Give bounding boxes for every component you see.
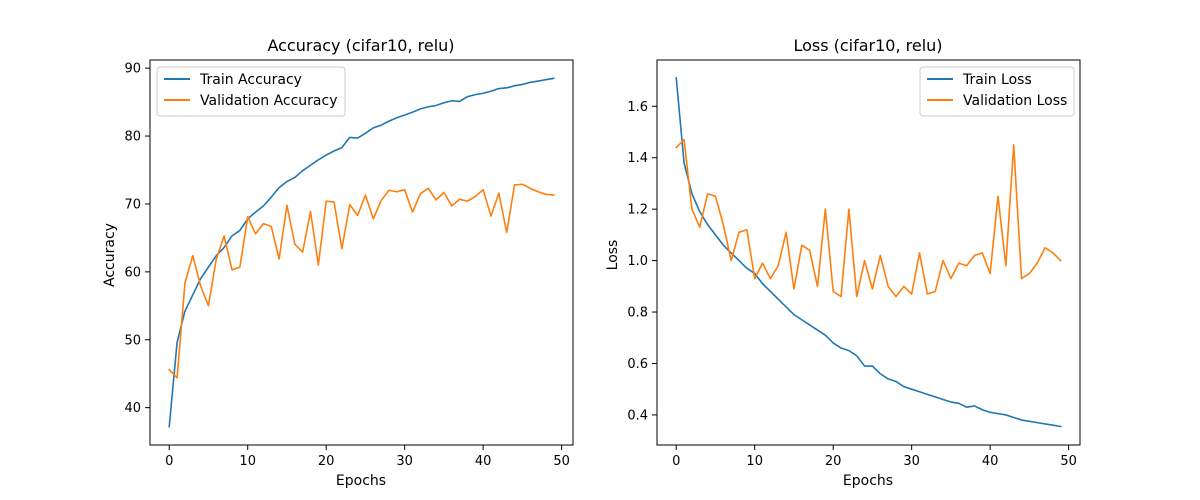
loss-x-tick-label: 30: [903, 454, 920, 469]
accuracy-legend: Train Accuracy Validation Accuracy: [156, 66, 346, 117]
loss-legend: Train Loss Validation Loss: [919, 66, 1075, 117]
accuracy-axes-frame: [149, 59, 574, 446]
accuracy-y-tick-label: 60: [124, 265, 141, 280]
loss-y-axis-label: Loss: [605, 240, 621, 271]
accuracy-series-line-validation: [168, 183, 555, 379]
accuracy-series-line-train: [168, 77, 555, 428]
loss-plot-area: 0 10 20 30 40 50 0.4 0.6 0.8 1.0 1.2 1.4 1.6: [627, 59, 1081, 469]
accuracy-chart-title: Accuracy (cifar10, relu): [267, 36, 454, 55]
loss-y-tick-label: 1.2: [627, 203, 648, 218]
accuracy-legend-label-train: Train Accuracy: [199, 72, 302, 88]
loss-x-tick-label: 20: [825, 454, 842, 469]
accuracy-x-tick-label: 20: [318, 454, 335, 469]
loss-x-tick-label: 40: [982, 454, 999, 469]
accuracy-x-tick-label: 40: [475, 454, 492, 469]
accuracy-legend-label-validation: Validation Accuracy: [200, 93, 338, 109]
accuracy-legend-box: [156, 66, 346, 117]
loss-y-tick-label: 0.8: [627, 306, 648, 321]
accuracy-x-tick-label: 10: [239, 454, 256, 469]
loss-x-tick-label: 50: [1060, 454, 1077, 469]
loss-y-tick-label: 1.4: [627, 151, 648, 166]
loss-y-tick-label: 0.6: [627, 357, 648, 372]
loss-legend-label-validation: Validation Loss: [963, 93, 1067, 109]
accuracy-y-tick-label: 50: [124, 333, 141, 348]
accuracy-y-axis-label: Accuracy: [102, 223, 118, 287]
loss-legend-box: [919, 66, 1075, 117]
accuracy-x-tick-label: 30: [396, 454, 413, 469]
loss-y-tick-label: 0.4: [627, 408, 648, 423]
accuracy-panel: Accuracy (cifar10, relu) 0 10 20 30 40 50 40 50…: [102, 36, 574, 489]
loss-legend-label-train: Train Loss: [962, 72, 1032, 88]
loss-axes-frame: [656, 59, 1081, 446]
loss-series-line-validation: [675, 138, 1062, 298]
accuracy-y-tick-label: 70: [124, 197, 141, 212]
loss-panel: Loss (cifar10, relu) 0 10 20 30 40 50 0.4 0.6 0.…: [605, 36, 1081, 489]
accuracy-x-tick-label: 0: [165, 454, 173, 469]
accuracy-y-tick-label: 90: [124, 62, 141, 77]
loss-x-tick-label: 0: [672, 454, 680, 469]
loss-x-tick-label: 10: [746, 454, 763, 469]
accuracy-x-tick-label: 50: [553, 454, 570, 469]
loss-y-tick-label: 1.0: [627, 254, 648, 269]
loss-chart-title: Loss (cifar10, relu): [793, 36, 942, 55]
accuracy-y-tick-label: 40: [124, 401, 141, 416]
loss-y-tick-label: 1.6: [627, 100, 648, 115]
loss-series-line-train: [675, 77, 1062, 428]
loss-x-axis-label: Epochs: [843, 473, 893, 489]
accuracy-plot-area: 0 10 20 30 40 50 40 50 60 70 80 90: [124, 59, 574, 469]
accuracy-x-axis-label: Epochs: [336, 473, 386, 489]
accuracy-y-tick-label: 80: [124, 130, 141, 145]
